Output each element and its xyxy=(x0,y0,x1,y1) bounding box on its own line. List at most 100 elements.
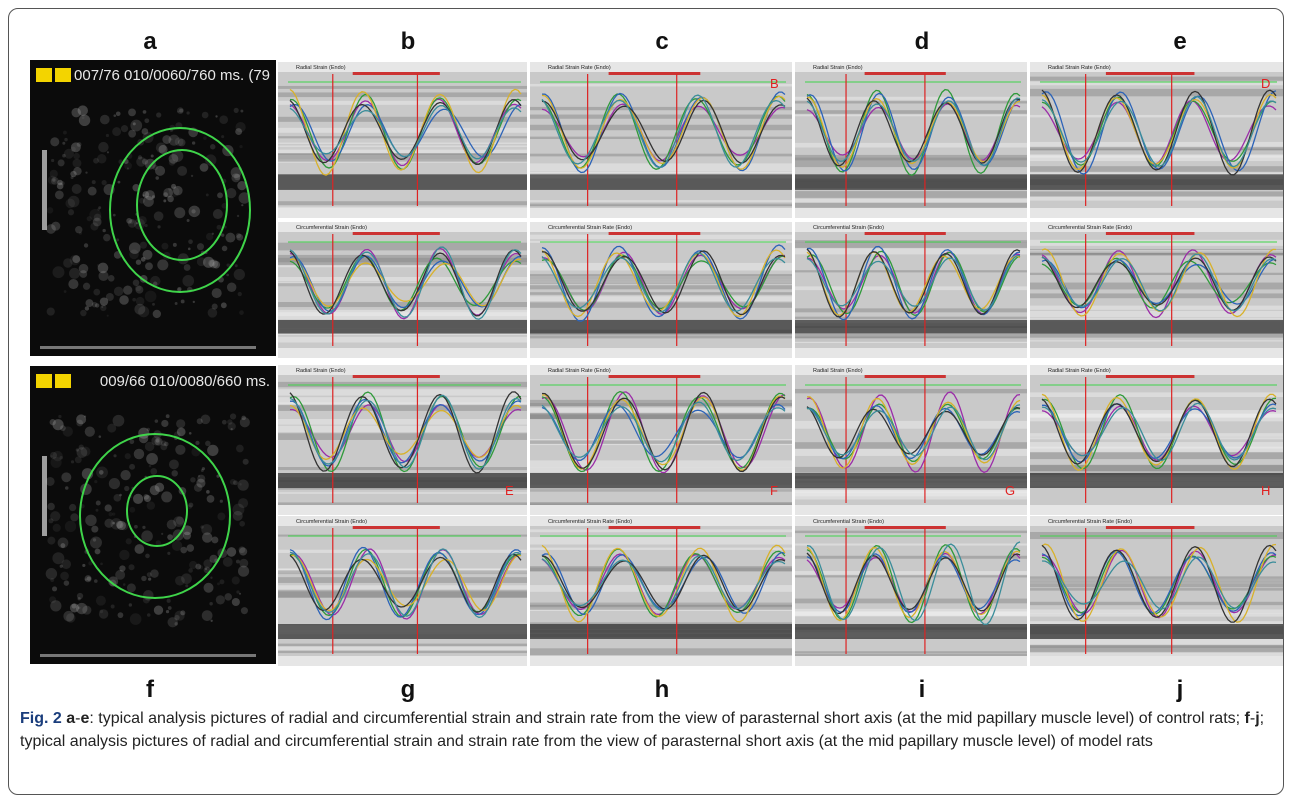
speckle xyxy=(128,129,137,138)
speckle xyxy=(49,419,56,426)
segment-marker: H xyxy=(1261,483,1270,498)
speckle xyxy=(150,154,154,158)
tissue-band xyxy=(1030,272,1283,276)
speckle xyxy=(145,262,153,271)
time-axis xyxy=(278,656,527,666)
speckle xyxy=(231,576,240,585)
speckle xyxy=(196,243,204,251)
caption-ref: a xyxy=(66,710,76,727)
speckle xyxy=(137,155,143,160)
speckle xyxy=(233,480,238,486)
speckle xyxy=(226,547,237,557)
speckle xyxy=(127,219,137,228)
speckle xyxy=(78,444,84,450)
strain-curve xyxy=(1041,89,1277,176)
speckle xyxy=(94,548,101,555)
speckle xyxy=(149,485,160,496)
caption-dash: - xyxy=(75,710,81,727)
speckle xyxy=(86,216,92,222)
tissue-band xyxy=(795,653,1027,658)
caption-ref: f xyxy=(1244,710,1250,727)
tissue-band xyxy=(1030,333,1283,341)
speckle xyxy=(235,128,243,136)
plot-header xyxy=(1030,62,1283,72)
speckle xyxy=(241,204,244,207)
strain-curve xyxy=(1041,551,1277,617)
speckle xyxy=(68,279,79,290)
speckle xyxy=(72,255,81,264)
strain-curve xyxy=(806,405,1021,460)
speckle xyxy=(174,610,185,621)
tissue-band xyxy=(530,301,792,308)
speckle xyxy=(191,141,196,145)
speckle xyxy=(66,613,76,623)
speckle xyxy=(234,173,241,181)
segment-marker: B xyxy=(770,76,779,91)
speckle xyxy=(226,282,237,292)
tissue-band xyxy=(278,418,527,425)
tissue-band xyxy=(1030,638,1283,646)
speckle xyxy=(209,554,218,564)
strain-plot: Radial Strain (Endo) xyxy=(795,62,1027,218)
speckle xyxy=(201,524,213,535)
speckle xyxy=(160,443,168,451)
speckle xyxy=(171,183,177,189)
segment-marker: F xyxy=(770,483,778,498)
speckle xyxy=(175,444,186,455)
speckle xyxy=(177,286,182,292)
tissue-band xyxy=(278,138,527,144)
speckle xyxy=(115,520,124,529)
speckle xyxy=(135,285,144,294)
speckle xyxy=(174,302,178,305)
speckle xyxy=(174,622,178,626)
echo-background xyxy=(30,60,276,356)
speckle xyxy=(84,578,88,581)
time-axis xyxy=(1030,208,1283,218)
speckle xyxy=(113,114,117,117)
speckle xyxy=(76,414,87,425)
speckle xyxy=(221,419,227,425)
speckle xyxy=(239,144,243,149)
tissue-band xyxy=(1030,473,1283,488)
speckle xyxy=(241,415,246,421)
speckle xyxy=(80,446,91,457)
speckle xyxy=(128,242,141,254)
speckle xyxy=(75,448,79,452)
epicardial-contour xyxy=(109,127,251,293)
speckle xyxy=(106,314,109,317)
speckle xyxy=(107,423,117,433)
speckle xyxy=(207,307,218,318)
plot-title: Circumferential Strain (Endo) xyxy=(813,519,884,525)
speckle xyxy=(59,456,63,460)
tissue-band xyxy=(1030,337,1283,342)
speckle xyxy=(168,153,179,164)
speckle xyxy=(60,543,66,548)
speckle xyxy=(99,609,104,614)
strain-curve xyxy=(806,552,1021,615)
strain-curve xyxy=(1041,402,1277,462)
speckle xyxy=(187,247,191,251)
speckle xyxy=(183,531,192,540)
speckle xyxy=(134,524,138,529)
panel-letter: g xyxy=(400,676,416,703)
panel-letter: e xyxy=(1173,28,1187,55)
speckle xyxy=(64,137,68,142)
speckle xyxy=(168,186,180,197)
speckle xyxy=(104,518,114,528)
speckle xyxy=(60,181,65,186)
tissue-band xyxy=(795,191,1027,199)
speckle xyxy=(136,156,147,167)
speckle xyxy=(70,176,74,180)
speckle xyxy=(84,306,90,311)
tissue-band xyxy=(278,585,527,590)
speckle xyxy=(45,568,58,580)
speckle xyxy=(236,233,244,241)
speckle xyxy=(70,146,76,152)
speckle xyxy=(142,158,149,165)
speckle xyxy=(60,425,66,431)
plot-background xyxy=(1030,365,1283,515)
speckle xyxy=(117,180,121,184)
speckle xyxy=(233,268,245,281)
speckle xyxy=(132,279,140,286)
speckle xyxy=(99,114,110,125)
